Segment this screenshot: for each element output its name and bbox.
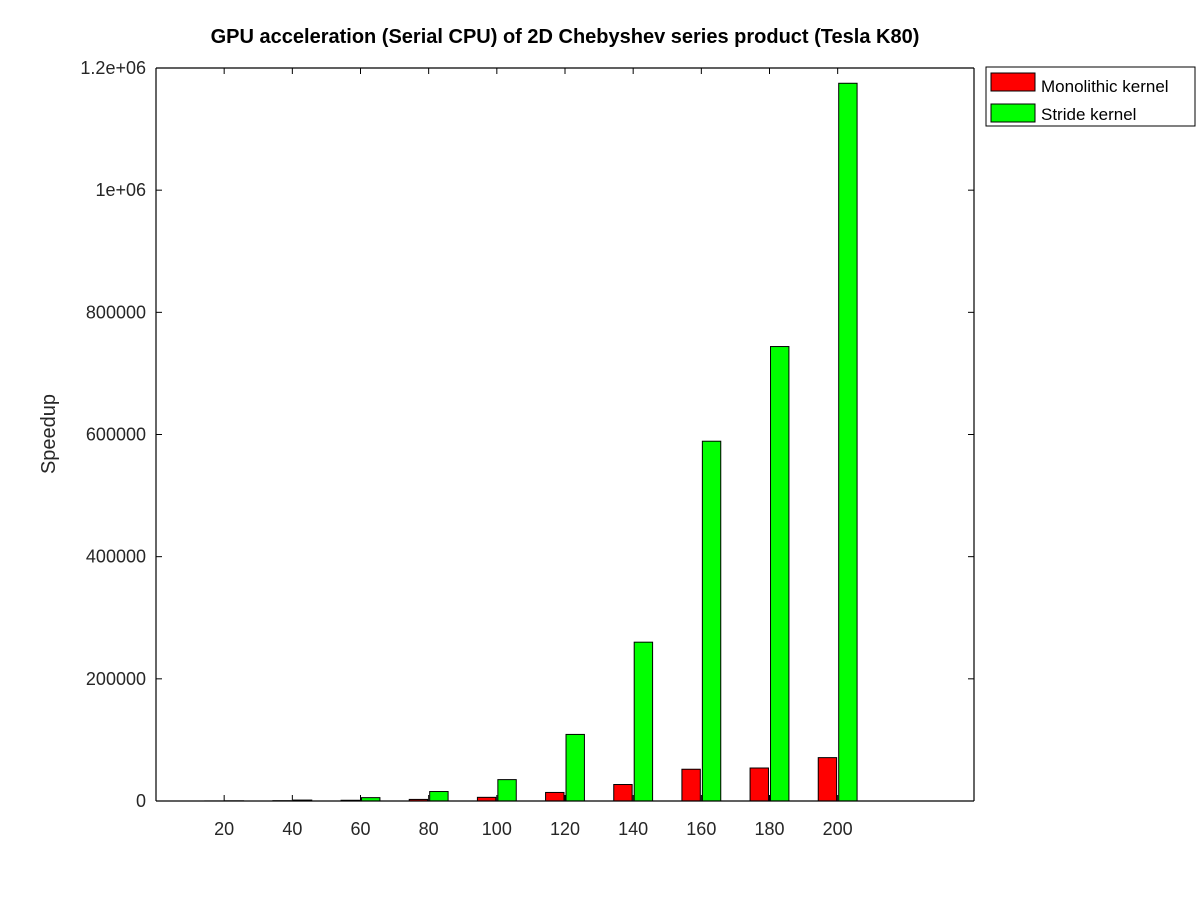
- y-tick-label: 400000: [86, 547, 146, 567]
- legend-label-stride: Stride kernel: [1041, 105, 1136, 124]
- bar-stride-80: [430, 792, 448, 801]
- x-tick-label: 60: [350, 819, 370, 839]
- legend-swatch-monolithic: [991, 73, 1035, 91]
- x-tick-label: 40: [282, 819, 302, 839]
- bar-stride-140: [634, 642, 652, 801]
- y-tick-label: 800000: [86, 302, 146, 322]
- chart-title: GPU acceleration (Serial CPU) of 2D Cheb…: [211, 26, 920, 48]
- x-tick-label: 180: [754, 819, 784, 839]
- bar-stride-160: [702, 441, 720, 801]
- bar-monolithic-200: [818, 758, 836, 801]
- x-tick-label: 160: [686, 819, 716, 839]
- legend: Monolithic kernel Stride kernel: [986, 67, 1195, 126]
- bar-monolithic-140: [614, 785, 632, 801]
- y-tick-label: 200000: [86, 669, 146, 689]
- bar-monolithic-180: [750, 768, 768, 801]
- bar-stride-100: [498, 780, 516, 801]
- bar-monolithic-160: [682, 769, 700, 801]
- y-tick-label: 1.2e+06: [80, 58, 146, 78]
- legend-label-monolithic: Monolithic kernel: [1041, 77, 1169, 96]
- x-tick-label: 100: [482, 819, 512, 839]
- bar-stride-200: [839, 83, 857, 801]
- x-tick-label: 80: [419, 819, 439, 839]
- bar-stride-180: [771, 347, 789, 801]
- y-tick-label: 600000: [86, 425, 146, 445]
- y-tick-label: 0: [136, 791, 146, 811]
- x-tick-label: 200: [823, 819, 853, 839]
- legend-swatch-stride: [991, 104, 1035, 122]
- y-tick-label: 1e+06: [95, 180, 146, 200]
- x-tick-label: 120: [550, 819, 580, 839]
- y-axis-label: Speedup: [38, 394, 60, 474]
- x-tick-label: 20: [214, 819, 234, 839]
- bar-monolithic-120: [546, 792, 564, 801]
- bar-stride-120: [566, 734, 584, 801]
- x-tick-label: 140: [618, 819, 648, 839]
